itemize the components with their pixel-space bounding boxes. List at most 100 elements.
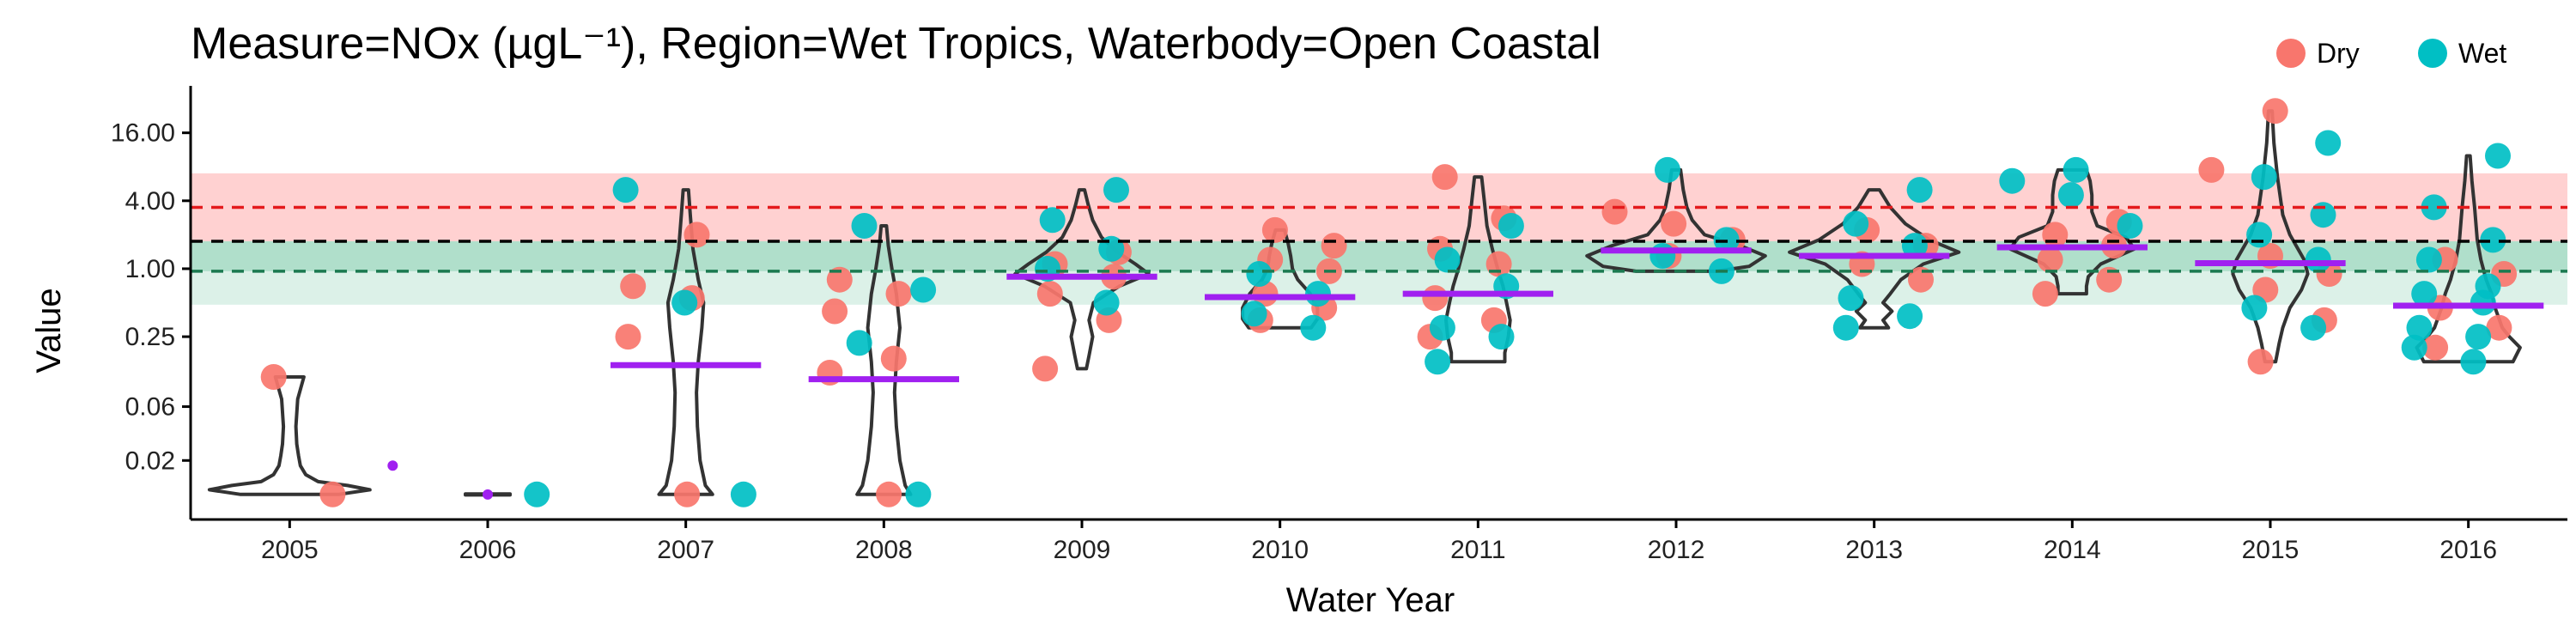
legend-swatch-dry <box>2276 39 2306 68</box>
legend-label-dry: Dry <box>2317 38 2360 69</box>
point-dry-2011 <box>1422 285 1449 312</box>
point-wet-2008 <box>851 213 878 239</box>
point-wet-2013 <box>1906 177 1933 204</box>
point-wet-2008 <box>905 481 932 507</box>
x-tick-label: 2015 <box>2242 536 2300 564</box>
point-dry-2010 <box>1261 216 1288 243</box>
point-wet-2011 <box>1434 246 1461 273</box>
point-wet-2009 <box>1103 177 1129 204</box>
point-wet-2015 <box>2305 246 2331 273</box>
point-wet-2011 <box>1429 314 1455 341</box>
point-dry-2007 <box>674 481 701 507</box>
point-dry-2005 <box>319 481 346 507</box>
point-wet-2015 <box>2300 314 2327 341</box>
point-wet-2006 <box>524 481 550 507</box>
point-wet-2015 <box>2241 295 2268 321</box>
y-tick-label: 0.25 <box>125 323 175 351</box>
point-dry-2014 <box>2032 281 2058 307</box>
point-dry-2014 <box>2096 266 2123 293</box>
point-wet-2013 <box>1832 314 1859 341</box>
point-wet-2011 <box>1488 324 1515 350</box>
y-tick-label: 16.00 <box>111 119 175 148</box>
violin-2007 <box>657 188 714 496</box>
point-dry-2008 <box>822 298 848 325</box>
point-wet-2014 <box>2063 156 2089 183</box>
point-wet-2016 <box>2480 227 2506 253</box>
point-wet-2007 <box>671 289 698 316</box>
point-wet-2014 <box>2117 213 2143 239</box>
violin-2006 <box>464 492 512 497</box>
point-wet-2013 <box>1838 285 1864 312</box>
point-wet-2016 <box>2470 289 2496 316</box>
point-dry-2015 <box>2262 98 2288 125</box>
violin-2013 <box>1788 188 1961 330</box>
point-wet-2016 <box>2411 281 2438 307</box>
x-tick-label: 2009 <box>1054 536 1111 564</box>
point-dry-2008 <box>885 281 912 307</box>
x-tick-label: 2013 <box>1845 536 1903 564</box>
x-tick-label: 2005 <box>261 536 319 564</box>
point-wet-2007 <box>730 481 756 507</box>
point-wet-2009 <box>1093 289 1120 316</box>
x-tick-label: 2006 <box>459 536 517 564</box>
median-2006 <box>483 489 493 500</box>
x-tick-label: 2016 <box>2439 536 2497 564</box>
point-wet-2016 <box>2421 194 2447 221</box>
axes: 0.02 0.06 0.25 1.00 4.00 16.00 2005 2006 2007 200… <box>111 86 2567 564</box>
reference-lines <box>191 205 2567 273</box>
point-wet-2010 <box>1300 314 1327 341</box>
point-dry-2014 <box>2042 222 2069 248</box>
point-wet-2013 <box>1901 233 1928 259</box>
point-wet-2015 <box>2315 130 2342 156</box>
violin-2005 <box>207 375 372 496</box>
point-wet-2008 <box>910 276 937 303</box>
point-wet-2008 <box>846 330 872 356</box>
x-tick-label: 2007 <box>657 536 714 564</box>
point-dry-2011 <box>1431 164 1458 191</box>
x-tick-label: 2014 <box>2044 536 2101 564</box>
y-tick-label: 4.00 <box>125 187 175 216</box>
y-axis-title: Value <box>30 288 68 373</box>
point-dry-2011 <box>1485 251 1512 277</box>
point-wet-2011 <box>1425 349 1451 375</box>
point-wet-2016 <box>2415 246 2442 273</box>
point-dry-2010 <box>1252 281 1279 307</box>
legend-label-wet: Wet <box>2458 38 2506 69</box>
point-wet-2012 <box>1649 243 1676 269</box>
point-wet-2016 <box>2485 143 2511 169</box>
point-wet-2015 <box>2246 222 2273 248</box>
y-tick-label: 1.00 <box>125 255 175 283</box>
point-dry-2015 <box>2247 349 2274 375</box>
point-wet-2011 <box>1498 213 1524 239</box>
point-wet-2010 <box>1241 301 1267 327</box>
point-dry-2008 <box>880 345 907 372</box>
data-points <box>260 98 2518 507</box>
point-wet-2015 <box>2251 164 2277 191</box>
point-wet-2013 <box>1843 210 1869 237</box>
point-wet-2010 <box>1305 281 1331 307</box>
legend: Dry Wet <box>2276 38 2506 69</box>
point-wet-2014 <box>1999 167 2026 194</box>
point-dry-2008 <box>826 266 853 293</box>
x-tick-label: 2008 <box>855 536 913 564</box>
point-dry-2015 <box>2198 156 2225 183</box>
x-tick-label: 2012 <box>1648 536 1705 564</box>
point-dry-2012 <box>1601 198 1628 225</box>
point-dry-2007 <box>683 222 710 248</box>
point-dry-2007 <box>620 273 647 300</box>
violin-2008 <box>855 224 913 496</box>
point-dry-2008 <box>876 481 902 507</box>
y-tick-label: 0.06 <box>125 393 175 422</box>
median-markers <box>387 244 2544 500</box>
point-wet-2012 <box>1655 156 1680 183</box>
point-dry-2013 <box>1908 266 1934 293</box>
point-wet-2016 <box>2406 314 2433 341</box>
point-wet-2014 <box>2057 182 2084 209</box>
point-dry-2007 <box>615 324 641 350</box>
point-dry-2016 <box>2422 334 2449 361</box>
point-wet-2016 <box>2460 349 2487 375</box>
point-wet-2016 <box>2465 324 2492 350</box>
point-wet-2013 <box>1897 303 1923 330</box>
band-1 <box>191 241 2567 271</box>
